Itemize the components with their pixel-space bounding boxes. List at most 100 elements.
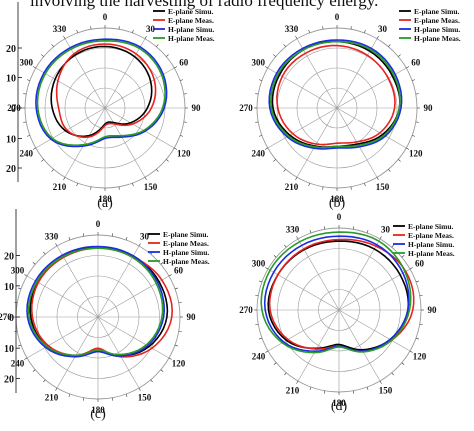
radial-tick-label: 10 xyxy=(4,344,14,355)
legend-label-e-plane-simu: E-plane Simu. xyxy=(414,7,460,16)
grid-spoke xyxy=(338,309,381,382)
outer-tick xyxy=(284,244,287,248)
outer-tick xyxy=(26,135,30,137)
outer-tick xyxy=(265,350,269,353)
panel-caption: (a) xyxy=(97,196,113,211)
outer-tick xyxy=(168,274,172,277)
outer-tick xyxy=(366,386,369,390)
outer-tick xyxy=(412,79,416,81)
angle-tick-label: 90 xyxy=(428,305,438,315)
outer-tick xyxy=(76,183,78,187)
outer-tick xyxy=(376,35,379,39)
series-curve-h-plane-simu xyxy=(263,235,410,353)
outer-tick xyxy=(259,337,263,340)
outer-tick xyxy=(24,357,28,360)
angle-tick-label: 210 xyxy=(53,182,67,192)
angle-tick-label: 240 xyxy=(11,359,25,369)
outer-tick xyxy=(174,66,178,69)
outer-tick xyxy=(156,44,159,47)
legend-label-e-plane-meas: E-plane Meas. xyxy=(168,16,214,25)
outer-tick xyxy=(406,147,410,150)
angle-tick-label: 30 xyxy=(378,24,388,34)
angle-tick-label: 90 xyxy=(187,312,197,322)
outer-tick xyxy=(178,330,182,333)
angle-tick-label: 240 xyxy=(251,149,265,159)
header-text: involving the harvesting of radio freque… xyxy=(30,0,379,10)
outer-tick xyxy=(352,390,355,394)
outer-tick xyxy=(82,233,85,237)
outer-tick xyxy=(255,93,259,95)
outer-tick xyxy=(160,369,164,372)
grid-spoke xyxy=(35,67,106,109)
outer-tick xyxy=(111,233,114,237)
angle-tick-label: 0 xyxy=(96,219,101,229)
outer-tick xyxy=(273,159,276,162)
outer-tick xyxy=(401,362,405,365)
polar-chart-a: 0 30 60 90 120 150 180 210 240 270 300 330 20 10 0 10 20… xyxy=(0,0,237,215)
outer-tick xyxy=(284,372,287,376)
outer-tick xyxy=(308,29,310,33)
series-curve-h-plane-meas xyxy=(260,231,412,354)
series-curve-e-plane-meas xyxy=(55,43,157,139)
grid-spoke xyxy=(56,316,99,389)
outer-tick xyxy=(51,169,54,172)
legend-label-e-plane-meas: E-plane Meas. xyxy=(414,16,460,25)
angle-tick-label: 270 xyxy=(0,312,12,322)
radial-tick-label: 0 xyxy=(9,313,14,324)
outer-tick xyxy=(55,387,58,391)
angle-tick-label: 150 xyxy=(144,182,158,192)
outer-tick xyxy=(178,301,182,304)
angle-tick-label: 60 xyxy=(179,58,189,68)
angle-tick-label: 60 xyxy=(415,259,425,269)
outer-tick xyxy=(166,54,169,57)
outer-tick xyxy=(296,236,299,240)
grid-spoke xyxy=(297,238,340,311)
legend-label-e-plane-simu: E-plane Simu. xyxy=(168,7,214,16)
radial-tick-label: 20 xyxy=(4,252,14,263)
outer-tick xyxy=(63,177,66,181)
outer-tick xyxy=(23,93,27,95)
panel-caption: (c) xyxy=(90,407,106,422)
series-curve-h-plane-simu xyxy=(268,39,403,150)
outer-tick xyxy=(82,397,85,401)
outer-tick xyxy=(118,186,120,190)
outer-tick xyxy=(322,186,324,190)
outer-tick xyxy=(43,379,46,383)
outer-tick xyxy=(174,147,178,150)
angle-tick-label: 180 xyxy=(98,194,112,204)
outer-tick xyxy=(144,177,147,181)
grid-spoke xyxy=(104,107,146,178)
outer-tick xyxy=(118,26,120,30)
outer-tick xyxy=(150,379,153,383)
angle-tick-label: 0 xyxy=(103,12,108,22)
angle-tick-label: 300 xyxy=(251,58,265,68)
outer-tick xyxy=(364,183,366,187)
outer-tick xyxy=(415,337,419,340)
outer-tick xyxy=(18,344,22,347)
angle-tick-label: 240 xyxy=(252,352,266,362)
outer-tick xyxy=(18,287,22,290)
outer-tick xyxy=(166,159,169,162)
series-curve-e-plane-simu xyxy=(50,45,153,138)
series-curve-e-plane-meas xyxy=(276,44,396,146)
angle-tick-label: 330 xyxy=(53,24,67,34)
outer-tick xyxy=(323,390,326,394)
outer-tick xyxy=(132,183,134,187)
angle-tick-label: 30 xyxy=(381,224,391,234)
angle-tick-label: 150 xyxy=(376,182,390,192)
outer-tick xyxy=(138,243,141,247)
outer-tick xyxy=(296,380,299,384)
outer-tick xyxy=(376,177,379,181)
outer-tick xyxy=(309,386,312,390)
outer-tick xyxy=(51,44,54,47)
outer-tick xyxy=(409,267,413,270)
outer-tick xyxy=(398,54,401,57)
outer-tick xyxy=(388,169,391,172)
angle-tick-label: 60 xyxy=(174,266,184,276)
legend-label-h-plane-meas: H-plane Meas. xyxy=(168,34,215,43)
legend-label-h-plane-simu: H-plane Simu. xyxy=(163,248,209,257)
series-curve-e-plane-meas xyxy=(31,247,174,358)
legend-label-e-plane-simu: E-plane Simu. xyxy=(408,222,454,231)
outer-tick xyxy=(32,147,36,150)
angle-tick-label: 300 xyxy=(252,259,266,269)
